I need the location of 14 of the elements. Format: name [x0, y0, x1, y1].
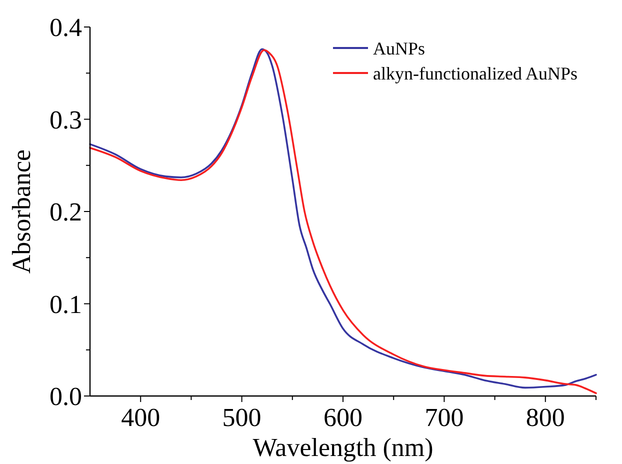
y-tick-label: 0.2: [50, 198, 82, 227]
x-tick-label: 400: [121, 403, 160, 432]
y-tick-label: 0.0: [50, 382, 82, 412]
y-tick-label: 0.4: [50, 13, 82, 42]
x-tick-label: 600: [324, 403, 362, 432]
x-tick-label: 800: [526, 403, 565, 432]
x-tick-label: 700: [424, 403, 464, 432]
legend-label: AuNPs: [373, 38, 426, 58]
y-axis-title: Absorbance: [7, 149, 36, 274]
y-tick-label: 0.3: [50, 105, 82, 134]
y-tick-label: 0.1: [50, 290, 82, 319]
legend-label: alkyn-functionalized AuNPs: [373, 63, 578, 84]
x-axis-title: Wavelength (nm): [252, 433, 434, 462]
x-tick-label: 500: [222, 403, 262, 432]
